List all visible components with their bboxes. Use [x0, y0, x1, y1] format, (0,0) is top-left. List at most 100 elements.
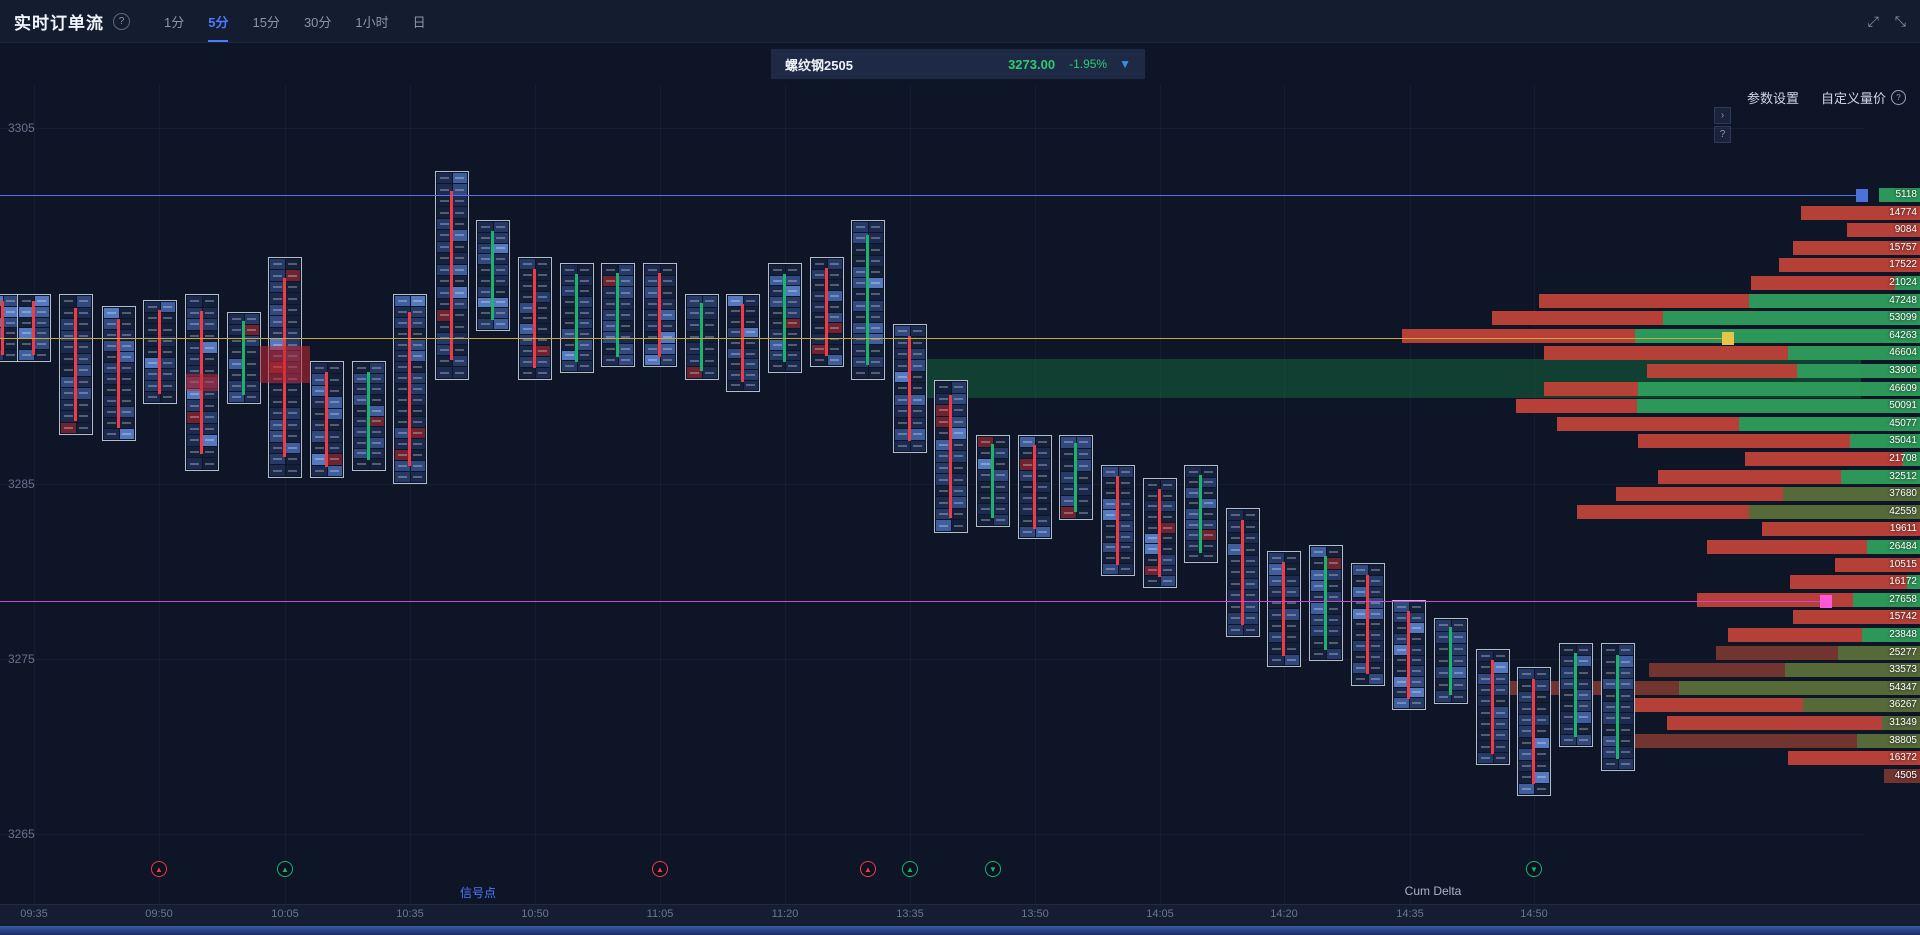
- footprint-candle[interactable]: [0, 294, 20, 362]
- footprint-row: [645, 265, 675, 276]
- timeframe-tab[interactable]: 15分: [252, 14, 280, 30]
- footprint-candle[interactable]: [227, 312, 261, 404]
- footprint-candle[interactable]: [1018, 435, 1052, 539]
- footprint-candle[interactable]: [1351, 563, 1385, 686]
- footprint-cell: [1493, 662, 1508, 673]
- footprint-cell: [645, 276, 660, 287]
- time-axis[interactable]: 09:35 09:50 10:05 10:35 10:50 11:05 11:20 13:35…: [0, 904, 1920, 926]
- footprint-candle[interactable]: [643, 263, 677, 367]
- footprint-cell: [1603, 747, 1618, 758]
- footprint-candle[interactable]: [393, 294, 427, 484]
- footprint-row: [1603, 735, 1633, 747]
- footprint-row: [395, 318, 425, 328]
- footprint-cell: [369, 448, 384, 459]
- footprint-row: [19, 296, 49, 306]
- cum-delta-strip[interactable]: [0, 926, 1920, 935]
- timeframe-tab[interactable]: 日: [412, 14, 426, 30]
- footprint-candle[interactable]: [310, 361, 344, 478]
- help-icon[interactable]: ?: [113, 12, 130, 30]
- footprint-candle[interactable]: [185, 294, 219, 471]
- footprint-cell: [1493, 684, 1508, 696]
- footprint-candle[interactable]: [143, 300, 177, 404]
- footprint-row: [1436, 667, 1466, 679]
- footprint-candle[interactable]: [59, 294, 93, 435]
- footprint-candle[interactable]: [560, 263, 594, 373]
- instrument-bar[interactable]: 螺纹钢2505 3273.00 -1.95% ▼: [771, 49, 1145, 79]
- footprint-cell: [160, 335, 175, 346]
- footprint-candle[interactable]: [17, 294, 51, 362]
- footprint-candle[interactable]: [435, 171, 469, 380]
- footprint-cell: [702, 367, 717, 379]
- footprint-row: [770, 361, 800, 372]
- footprint-row: [520, 291, 550, 302]
- footprint-cell: [1326, 614, 1341, 626]
- footprint-candle[interactable]: [1059, 435, 1093, 520]
- footprint-candle[interactable]: [1434, 618, 1468, 704]
- footprint-candle[interactable]: [476, 220, 510, 331]
- footprint-cell: [1326, 547, 1341, 558]
- timeframe-tab[interactable]: 1分: [164, 14, 185, 30]
- footprint-candle[interactable]: [768, 263, 802, 373]
- custom-volume-button[interactable]: 自定义量价 ?: [1821, 88, 1906, 107]
- footprint-cell: [354, 373, 369, 384]
- footprint-candle[interactable]: [1559, 643, 1593, 747]
- timeframe-tab[interactable]: 1小时: [355, 14, 389, 30]
- footprint-cell: [1061, 483, 1076, 495]
- footprint-candle[interactable]: [893, 324, 927, 453]
- signal-marker[interactable]: ▲: [652, 861, 668, 877]
- footprint-candle[interactable]: [1517, 667, 1551, 796]
- footprint-candle[interactable]: [102, 306, 136, 441]
- signal-marker[interactable]: ▼: [1526, 861, 1542, 877]
- footprint-cell: [1035, 470, 1050, 481]
- footprint-candle[interactable]: [1143, 478, 1177, 588]
- footprint-cell: [535, 313, 550, 324]
- signal-marker[interactable]: ▼: [985, 861, 1001, 877]
- footprint-candle[interactable]: [260, 257, 310, 478]
- footprint-candle[interactable]: [1101, 465, 1135, 576]
- footprint-candle[interactable]: [1309, 545, 1343, 661]
- footprint-candle[interactable]: [601, 263, 635, 367]
- footprint-candle[interactable]: [810, 257, 844, 367]
- footprint-candle[interactable]: [1226, 508, 1260, 637]
- footprint-cell: [1561, 667, 1576, 678]
- footprint-cell: [1478, 651, 1493, 662]
- price-axis-label: 3275: [8, 652, 35, 666]
- footprint-candle[interactable]: [1392, 600, 1426, 710]
- footprint-cell: [936, 520, 951, 531]
- footprint-candle[interactable]: [1476, 649, 1510, 765]
- signal-marker[interactable]: ▲: [902, 861, 918, 877]
- timeframe-tab[interactable]: 30分: [303, 14, 332, 30]
- footprint-candle[interactable]: [851, 220, 885, 380]
- volume-profile-bar: [1647, 364, 1920, 378]
- volume-profile-bar: [1516, 399, 1920, 413]
- panel-help-button[interactable]: ?: [1714, 126, 1731, 143]
- footprint-candle[interactable]: [726, 294, 760, 392]
- signal-marker[interactable]: ▲: [151, 861, 167, 877]
- volume-profile-bar: [1751, 276, 1920, 290]
- footprint-cell: [1020, 470, 1035, 481]
- settings-button[interactable]: 参数设置: [1747, 88, 1799, 107]
- footprint-candle[interactable]: [934, 380, 968, 533]
- timeframe-tab[interactable]: 5分: [208, 0, 229, 42]
- footprint-cell: [452, 321, 467, 333]
- footprint-cell: [1603, 735, 1618, 747]
- footprint-cell: [61, 376, 76, 387]
- footprint-candle[interactable]: [518, 257, 552, 380]
- panel-collapse-button[interactable]: ›: [1714, 107, 1731, 124]
- footprint-candle[interactable]: [976, 435, 1010, 527]
- expand-icon[interactable]: ⤢: [1867, 12, 1879, 29]
- footprint-candle[interactable]: [685, 294, 719, 380]
- footprint-row: [395, 417, 425, 427]
- signal-points-label[interactable]: 信号点: [459, 886, 497, 900]
- footprint-cell: [437, 253, 452, 264]
- volume-profile-segment: [1638, 382, 1920, 396]
- signal-marker[interactable]: ▲: [277, 861, 293, 877]
- signal-marker[interactable]: ▲: [860, 861, 876, 877]
- footprint-candle[interactable]: [352, 361, 386, 471]
- footprint-candle[interactable]: [1267, 551, 1301, 667]
- instrument-price: 3273.00: [1008, 56, 1056, 72]
- footprint-candle[interactable]: [1184, 465, 1218, 563]
- collapse-icon[interactable]: ⤡: [1894, 12, 1906, 29]
- footprint-candle[interactable]: [1601, 643, 1635, 771]
